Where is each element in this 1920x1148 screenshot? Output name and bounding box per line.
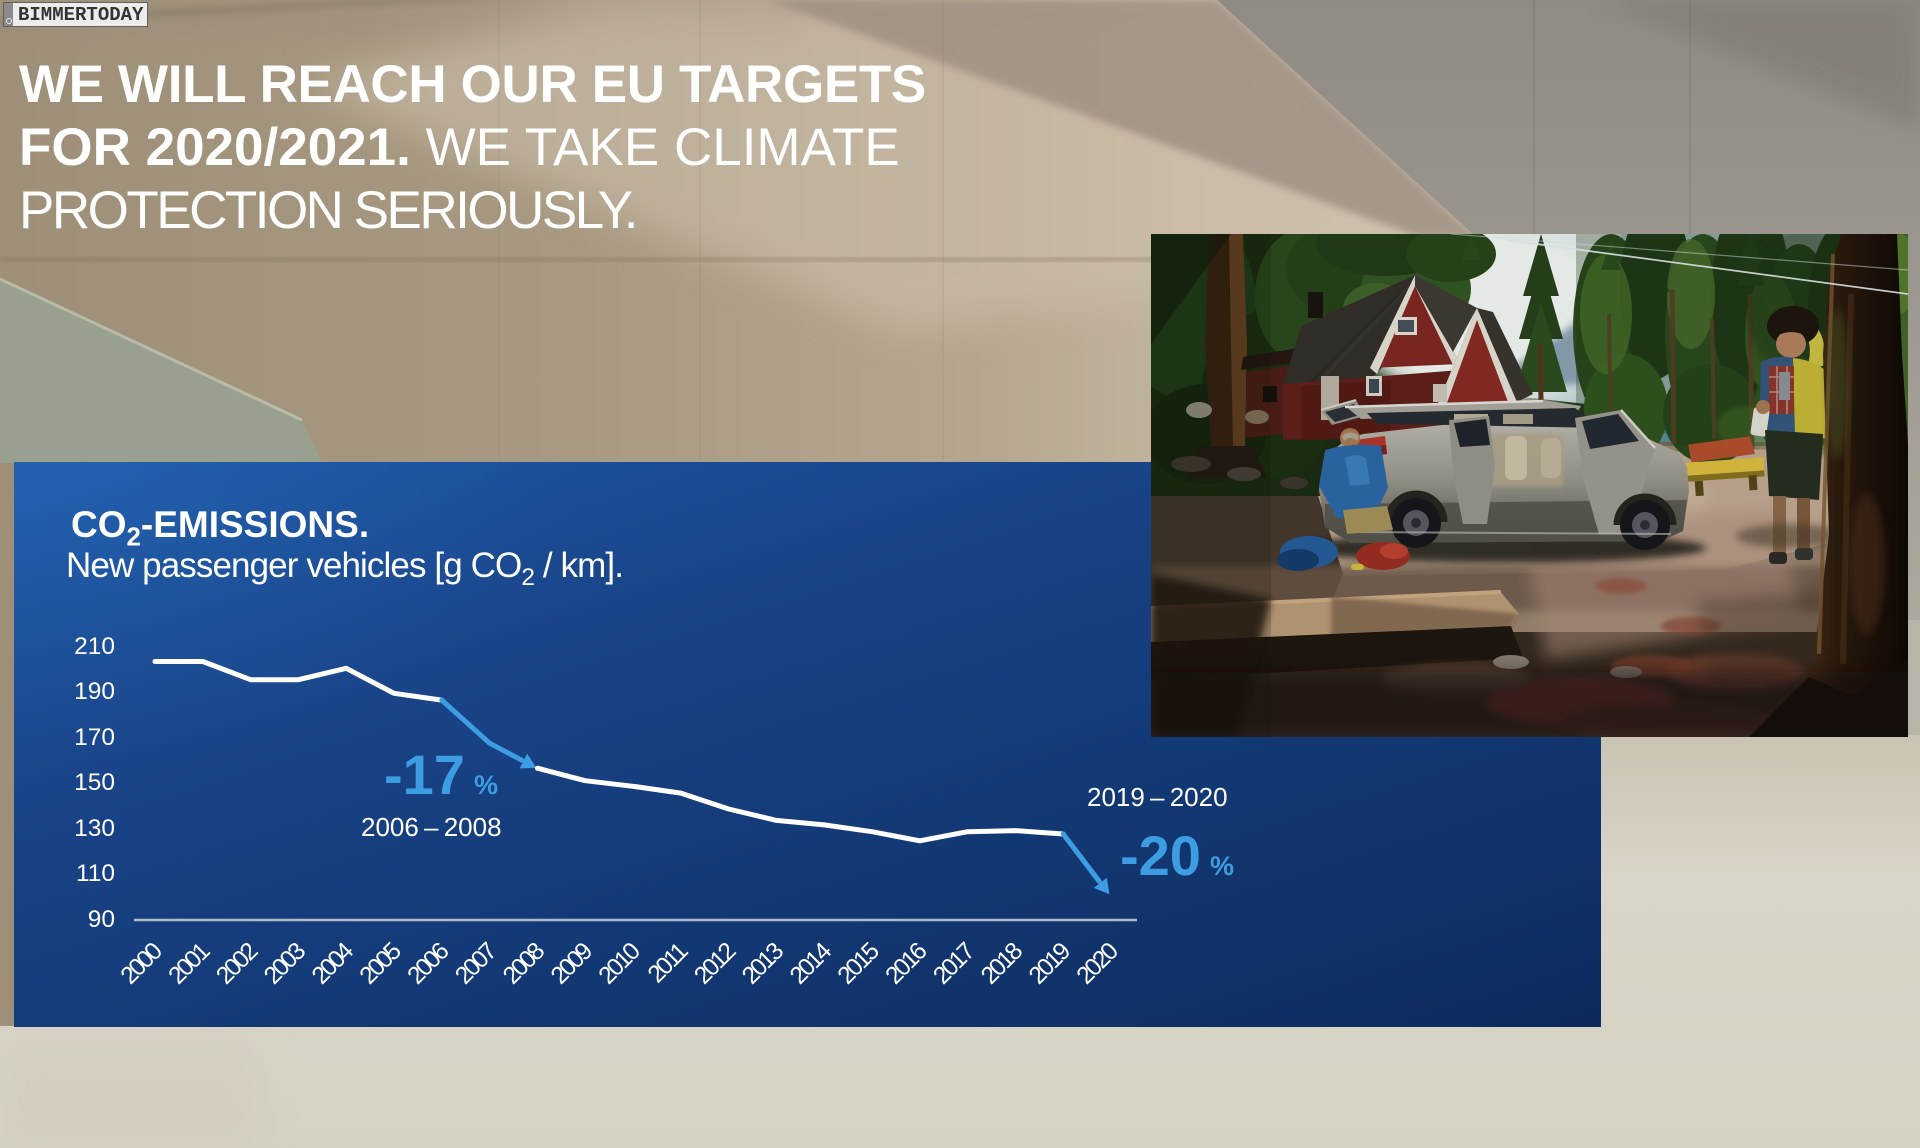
svg-text:90: 90 <box>88 906 115 933</box>
svg-text:2014: 2014 <box>785 938 837 990</box>
svg-text:-17: -17 <box>384 743 465 806</box>
svg-text:2001: 2001 <box>163 938 215 990</box>
svg-text:2010: 2010 <box>594 938 646 990</box>
svg-text:2019: 2019 <box>1024 938 1076 990</box>
svg-text:110: 110 <box>76 860 115 887</box>
svg-text:2020: 2020 <box>1072 938 1124 990</box>
svg-text:2009: 2009 <box>546 938 598 990</box>
svg-text:2000: 2000 <box>116 938 168 990</box>
svg-text:-20: -20 <box>1120 824 1201 887</box>
svg-text:2003: 2003 <box>259 938 311 990</box>
svg-text:170: 170 <box>74 724 115 751</box>
svg-text:2008: 2008 <box>498 938 550 990</box>
svg-text:210: 210 <box>74 633 115 660</box>
svg-text:2006: 2006 <box>402 938 454 990</box>
svg-text:2004: 2004 <box>307 938 359 990</box>
svg-text:2013: 2013 <box>737 938 789 990</box>
svg-text:2016: 2016 <box>880 938 932 990</box>
svg-text:2012: 2012 <box>689 938 741 990</box>
svg-text:190: 190 <box>74 678 115 705</box>
svg-text:%: % <box>474 770 498 800</box>
svg-text:2002: 2002 <box>211 938 263 990</box>
svg-text:2007: 2007 <box>450 938 502 990</box>
svg-text:2006 – 2008: 2006 – 2008 <box>361 812 502 842</box>
svg-text:2015: 2015 <box>833 938 885 990</box>
svg-text:2011: 2011 <box>643 938 694 989</box>
svg-text:130: 130 <box>74 815 115 842</box>
svg-text:2018: 2018 <box>976 938 1028 990</box>
svg-text:2005: 2005 <box>355 938 407 990</box>
svg-text:2019 – 2020: 2019 – 2020 <box>1087 782 1228 812</box>
svg-text:2017: 2017 <box>928 938 980 990</box>
svg-text:%: % <box>1210 851 1234 881</box>
svg-text:150: 150 <box>74 769 115 796</box>
